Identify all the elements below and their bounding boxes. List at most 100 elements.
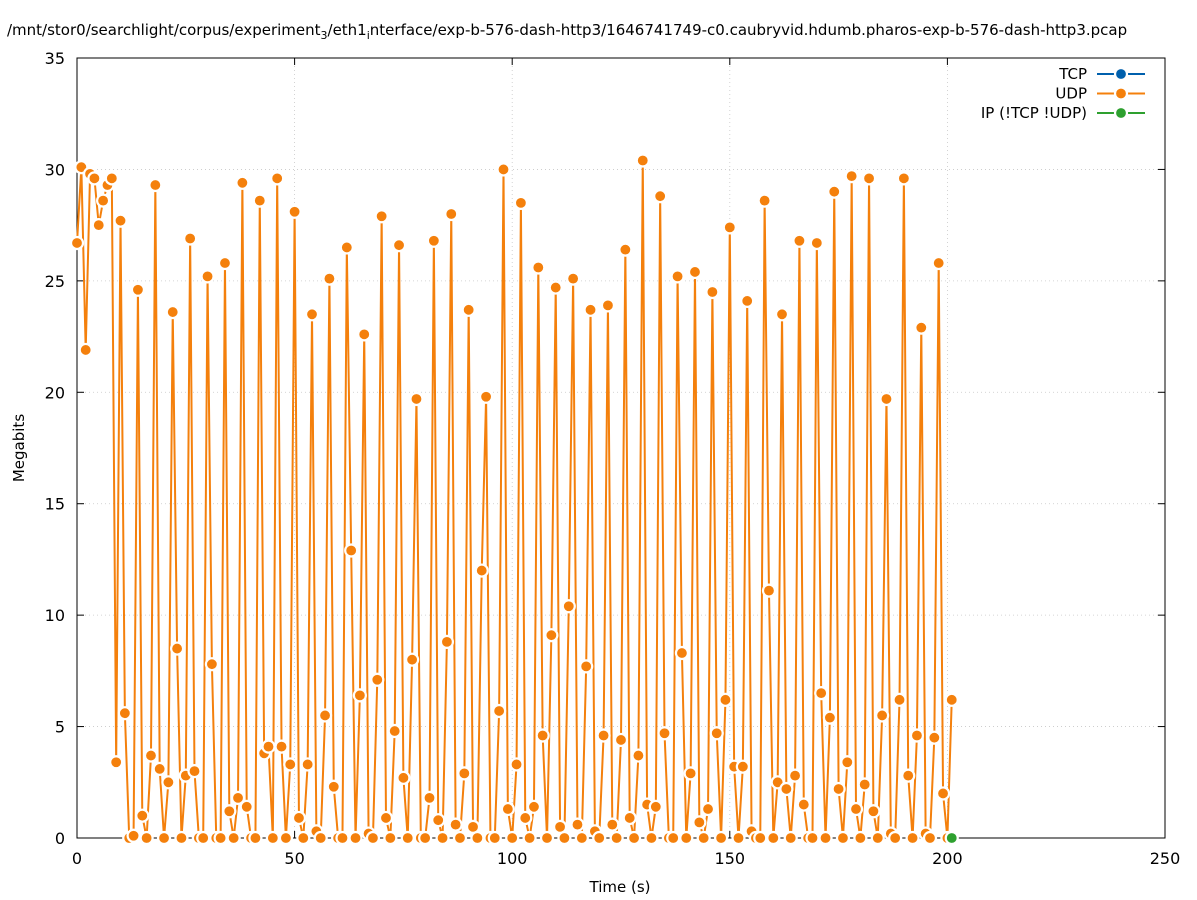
- data-point-udp: [492, 703, 507, 719]
- data-point-udp: [796, 797, 811, 812]
- data-point-udp: [505, 830, 520, 846]
- y-tick-label: 35: [45, 49, 65, 68]
- data-point-udp: [444, 206, 459, 222]
- data-point-udp: [174, 830, 189, 846]
- data-point-udp: [596, 728, 611, 743]
- data-point-ip: [944, 830, 959, 846]
- data-point-udp: [679, 830, 694, 846]
- data-point-udp: [487, 830, 502, 846]
- data-point-udp: [291, 810, 307, 826]
- data-point-udp: [326, 779, 341, 794]
- data-point-udp: [113, 213, 128, 228]
- data-point-udp: [317, 708, 333, 723]
- data-point-udp: [670, 269, 685, 284]
- data-point-udp: [513, 195, 529, 210]
- data-point-udp: [870, 830, 885, 846]
- data-point-udp: [474, 563, 489, 578]
- data-point-udp: [901, 768, 916, 783]
- data-point-udp: [875, 708, 890, 723]
- y-tick-label: 20: [45, 383, 65, 402]
- data-point-udp: [835, 830, 851, 846]
- data-point-udp: [944, 692, 959, 707]
- data-point-udp: [888, 830, 903, 846]
- data-point-udp: [718, 692, 733, 707]
- data-point-udp: [740, 293, 755, 309]
- data-point-udp: [853, 830, 868, 846]
- data-point-udp: [278, 830, 293, 846]
- x-tick-label: 0: [72, 849, 82, 868]
- data-point-udp: [653, 189, 668, 204]
- data-point-udp: [735, 759, 750, 774]
- data-point-udp: [622, 810, 637, 826]
- data-point-udp: [787, 768, 803, 783]
- legend-marker: [1113, 66, 1129, 82]
- data-point-udp: [896, 171, 911, 186]
- legend-item-ip: IP (!TCP !UDP): [981, 104, 1145, 122]
- data-point-udp: [387, 723, 402, 739]
- data-point-udp: [879, 391, 894, 407]
- data-point-udp: [814, 686, 829, 701]
- data-point-udp: [252, 193, 267, 208]
- data-point-udp: [722, 220, 737, 235]
- data-point-udp: [405, 652, 420, 667]
- data-point-udp: [644, 830, 659, 846]
- data-point-udp: [696, 830, 711, 846]
- data-point-udp: [409, 391, 424, 407]
- data-point-udp: [78, 342, 93, 358]
- data-point-udp: [283, 757, 298, 772]
- data-point-udp: [187, 764, 202, 779]
- x-tick-label: 250: [1150, 849, 1181, 868]
- x-tick-label: 50: [284, 849, 304, 868]
- data-point-udp: [509, 757, 524, 772]
- data-point-udp: [217, 255, 233, 271]
- data-point-udp: [265, 830, 280, 846]
- data-point-udp: [126, 828, 141, 843]
- data-point-udp: [561, 599, 576, 614]
- data-point-udp: [605, 817, 620, 832]
- data-point-udp: [600, 298, 616, 313]
- data-point-udp: [239, 799, 254, 814]
- data-point-udp: [709, 726, 724, 741]
- data-point-udp: [235, 175, 250, 190]
- data-point-udp: [557, 830, 572, 846]
- data-point-udp: [270, 171, 285, 186]
- data-point-udp: [779, 781, 794, 797]
- data-point-udp: [261, 739, 276, 754]
- data-point-udp: [631, 748, 646, 763]
- data-point-udp: [152, 761, 167, 777]
- legend-label: TCP: [1058, 65, 1087, 83]
- data-point-udp: [774, 307, 790, 322]
- data-point-udp: [461, 302, 476, 317]
- legend-marker: [1113, 105, 1129, 121]
- data-point-udp: [892, 692, 907, 707]
- data-point-udp: [213, 830, 228, 846]
- y-tick-label: 25: [45, 272, 65, 291]
- data-point-udp: [222, 804, 237, 819]
- data-point-udp: [248, 830, 263, 846]
- data-point-udp: [700, 801, 716, 817]
- data-point-udp: [422, 790, 437, 805]
- data-point-udp: [635, 153, 650, 168]
- data-point-udp: [609, 830, 624, 846]
- y-tick-label: 30: [45, 160, 65, 179]
- data-point-udp: [183, 231, 198, 246]
- data-point-udp: [370, 672, 385, 687]
- data-point-udp: [613, 732, 629, 748]
- data-point-udp: [531, 260, 546, 275]
- data-point-udp: [522, 830, 537, 846]
- data-point-udp: [400, 830, 415, 846]
- x-tick-label: 200: [932, 849, 963, 868]
- data-point-udp: [827, 184, 842, 199]
- data-point-udp: [927, 730, 942, 745]
- y-axis-label: Megabits: [10, 414, 28, 482]
- y-tick-label: 5: [55, 718, 65, 737]
- legend-marker: [1113, 86, 1129, 101]
- data-point-udp: [866, 804, 881, 819]
- x-tick-label: 100: [497, 849, 528, 868]
- data-point-udp: [374, 209, 389, 224]
- data-point-udp: [396, 770, 411, 785]
- data-point-udp: [383, 830, 398, 846]
- series-udp: [69, 153, 959, 846]
- data-point-udp: [648, 799, 663, 814]
